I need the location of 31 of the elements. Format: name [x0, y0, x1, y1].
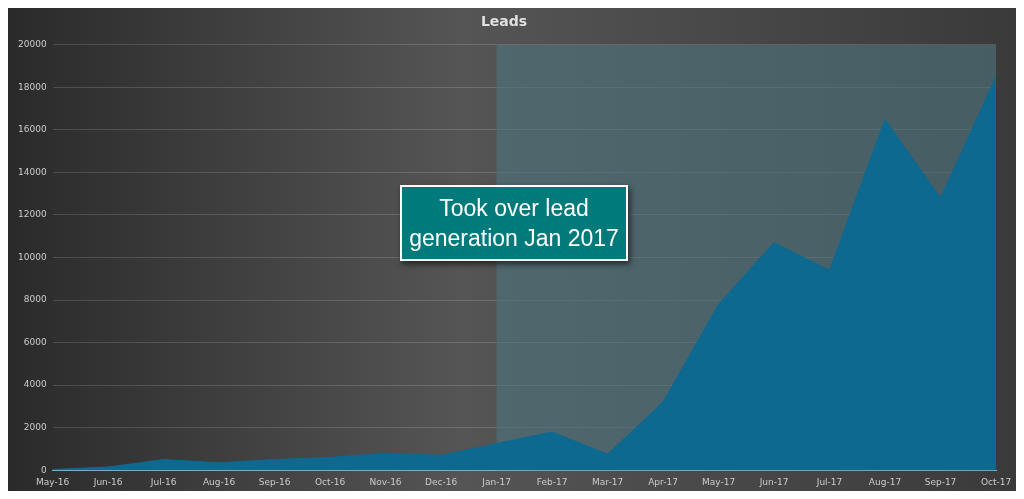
x-tick-label: Aug-16	[202, 476, 236, 487]
x-tick-label: Jun-16	[92, 476, 123, 487]
x-tick-label: Jun-17	[758, 476, 789, 487]
x-tick-label: Feb-17	[536, 476, 568, 487]
annotation: Took over lead generation Jan 2017	[400, 185, 628, 261]
x-tick-label: Sep-17	[924, 476, 957, 487]
x-tick-label: May-17	[701, 476, 736, 487]
x-tick-label: Jul-16	[149, 476, 177, 487]
x-tick-label: Oct-17	[980, 476, 1012, 487]
x-tick-label: Sep-16	[258, 476, 291, 487]
y-tick-label: 16000	[17, 124, 47, 135]
x-tick-label: Mar-17	[592, 476, 624, 487]
x-tick-label: Apr-17	[648, 476, 678, 487]
y-tick-label: 6000	[23, 336, 47, 347]
x-tick-label: Aug-17	[868, 476, 902, 487]
x-tick-label: Oct-16	[314, 476, 346, 487]
y-tick-label: 8000	[23, 294, 47, 305]
x-tick-label: Dec-16	[425, 476, 458, 487]
y-tick-label: 18000	[17, 81, 47, 92]
y-tick-label: 12000	[17, 209, 47, 220]
y-tick-label: 10000	[17, 251, 47, 262]
y-tick-label: 2000	[23, 422, 47, 432]
y-tick-label: 4000	[23, 379, 47, 390]
y-tick-label: 0	[40, 464, 47, 475]
x-tick-label: Jan-17	[481, 476, 511, 487]
x-tick-label: Nov-16	[369, 476, 402, 487]
x-tick-label: May-16	[36, 476, 70, 487]
x-tick-label: Jul-17	[815, 476, 843, 487]
chart-title: Leads	[480, 13, 528, 30]
y-tick-label: 20000	[17, 39, 47, 50]
y-tick-label: 14000	[17, 166, 47, 177]
